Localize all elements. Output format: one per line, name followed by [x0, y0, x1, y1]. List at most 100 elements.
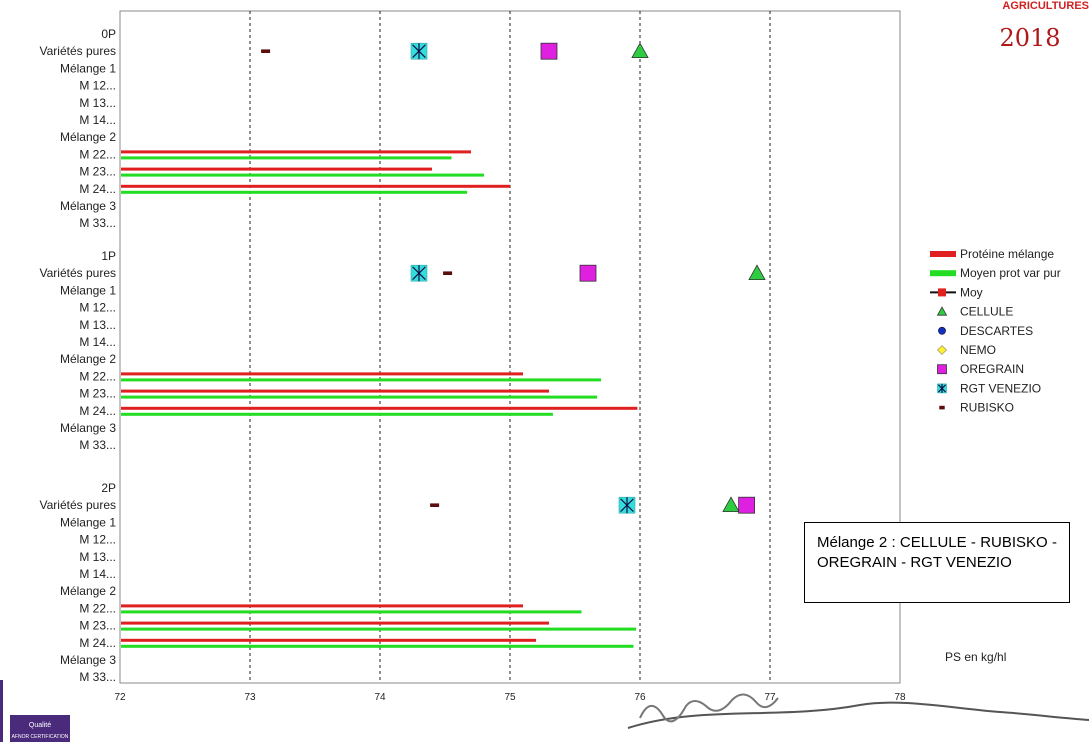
marker-rubisko	[261, 49, 271, 53]
y-tick-label: M 14...	[79, 113, 116, 127]
legend-label: OREGRAIN	[960, 362, 1024, 376]
y-tick-label: M 12...	[79, 79, 116, 93]
y-tick-label: Mélange 2	[60, 584, 116, 598]
y-tick-label: Variétés pures	[40, 266, 116, 280]
marker-rubisko	[443, 271, 453, 275]
legend: Protéine mélange Moyen prot var pur Moy CEL…	[930, 247, 1061, 415]
y-tick-label: M 13...	[79, 96, 116, 110]
legend-swatch-cross	[937, 383, 947, 393]
protein-bar	[121, 604, 523, 608]
x-axis: 72 73 74 75 76 77 78	[114, 692, 906, 703]
y-tick-label: Mélange 1	[60, 283, 116, 297]
y-tick-label: M 24...	[79, 636, 116, 650]
legend-swatch	[937, 345, 947, 355]
x-tick-label: 75	[504, 692, 516, 703]
marker-rgt-venezio-cross	[620, 497, 634, 514]
protein-bar	[121, 167, 432, 171]
y-tick-label: M 22...	[79, 147, 116, 161]
marker-cellule	[722, 496, 740, 513]
y-tick-label: M 22...	[79, 369, 116, 383]
y-tick-label: Variétés pures	[40, 498, 116, 512]
legend-swatch-marker	[938, 288, 946, 297]
marker-rgt-venezio-cross	[412, 43, 426, 60]
x-tick-label: 76	[634, 692, 646, 703]
legend-swatch	[937, 364, 947, 375]
protein-bar	[121, 389, 549, 393]
mean-bar	[121, 412, 553, 416]
marker-rgt-venezio-cross	[412, 265, 426, 282]
legend-label: NEMO	[960, 343, 996, 357]
marker-layer	[261, 42, 766, 514]
legend-swatch	[930, 251, 956, 257]
legend-label: Protéine mélange	[960, 247, 1054, 261]
afnor-logo: Qualité AFNOR CERTIFICATION	[0, 680, 70, 742]
legend-label: DESCARTES	[960, 324, 1033, 338]
grid-lines	[249, 11, 771, 683]
y-tick-label: M 13...	[79, 318, 116, 332]
y-tick-label: 2P	[101, 481, 116, 495]
y-tick-label: 1P	[101, 249, 116, 263]
y-tick-label: M 22...	[79, 601, 116, 615]
protein-bar	[121, 621, 549, 625]
y-tick-label: M 24...	[79, 182, 116, 196]
mean-bar	[121, 173, 484, 177]
marker-cellule	[748, 264, 766, 281]
y-tick-label: M 23...	[79, 619, 116, 633]
y-tick-label: Mélange 3	[60, 653, 116, 667]
mean-bar	[121, 156, 452, 160]
marker-oregrain	[738, 496, 755, 514]
y-tick-label: M 23...	[79, 387, 116, 401]
y-tick-label: Mélange 1	[60, 61, 116, 75]
y-tick-label: M 33...	[79, 670, 116, 684]
x-tick-label: 78	[894, 692, 906, 703]
legend-label: RGT VENEZIO	[960, 381, 1041, 395]
marker-oregrain	[540, 42, 558, 60]
legend-label: Moy	[960, 285, 983, 299]
legend-swatch	[938, 326, 946, 335]
y-tick-label: M 14...	[79, 567, 116, 581]
y-tick-label: M 33...	[79, 438, 116, 452]
y-tick-label: Variétés pures	[40, 44, 116, 58]
mean-bar	[121, 644, 634, 648]
marker-cellule	[631, 42, 649, 58]
y-tick-label: M 12...	[79, 301, 116, 315]
logo-text-quality: Qualité	[29, 722, 51, 729]
legend-label: RUBISKO	[960, 401, 1014, 415]
y-tick-label: M 13...	[79, 550, 116, 564]
y-tick-label: 0P	[101, 27, 116, 41]
x-tick-label: 73	[244, 692, 256, 703]
unit-label: PS en kg/hl	[945, 650, 1006, 664]
marker-rubisko	[430, 503, 440, 507]
mean-bar	[121, 395, 598, 399]
protein-bar	[121, 150, 471, 154]
y-tick-label: Mélange 2	[60, 352, 116, 366]
logo-text-afnor: AFNOR CERTIFICATION	[12, 734, 69, 740]
x-tick-label: 72	[114, 692, 126, 703]
y-tick-label: M 14...	[79, 335, 116, 349]
y-tick-label: Mélange 1	[60, 515, 116, 529]
mean-bar	[121, 190, 468, 194]
mean-bar	[121, 378, 601, 382]
legend-swatch	[936, 306, 948, 316]
protein-bar	[121, 184, 510, 188]
mean-bar	[121, 610, 582, 614]
brand-fragment: AGRICULTURES	[1002, 0, 1089, 12]
protein-bar	[121, 372, 523, 376]
y-tick-label: Mélange 3	[60, 199, 116, 213]
y-tick-label: M 23...	[79, 165, 116, 179]
legend-label: Moyen prot var pur	[960, 266, 1061, 280]
y-tick-label: Mélange 2	[60, 130, 116, 144]
protein-bar	[121, 406, 638, 410]
y-tick-label: Mélange 3	[60, 421, 116, 435]
x-tick-label: 77	[764, 692, 776, 703]
y-tick-label: M 33...	[79, 216, 116, 230]
protein-bar	[121, 638, 536, 642]
mean-bar	[121, 627, 637, 631]
bar-layer	[121, 150, 638, 648]
legend-label: CELLULE	[960, 305, 1013, 319]
signature-swash	[627, 701, 1089, 729]
y-tick-label: M 24...	[79, 404, 116, 418]
y-tick-label: M 12...	[79, 533, 116, 547]
y-axis: 0P Variétés pures Mélange 1 M 12... M 13... M…	[40, 27, 117, 684]
